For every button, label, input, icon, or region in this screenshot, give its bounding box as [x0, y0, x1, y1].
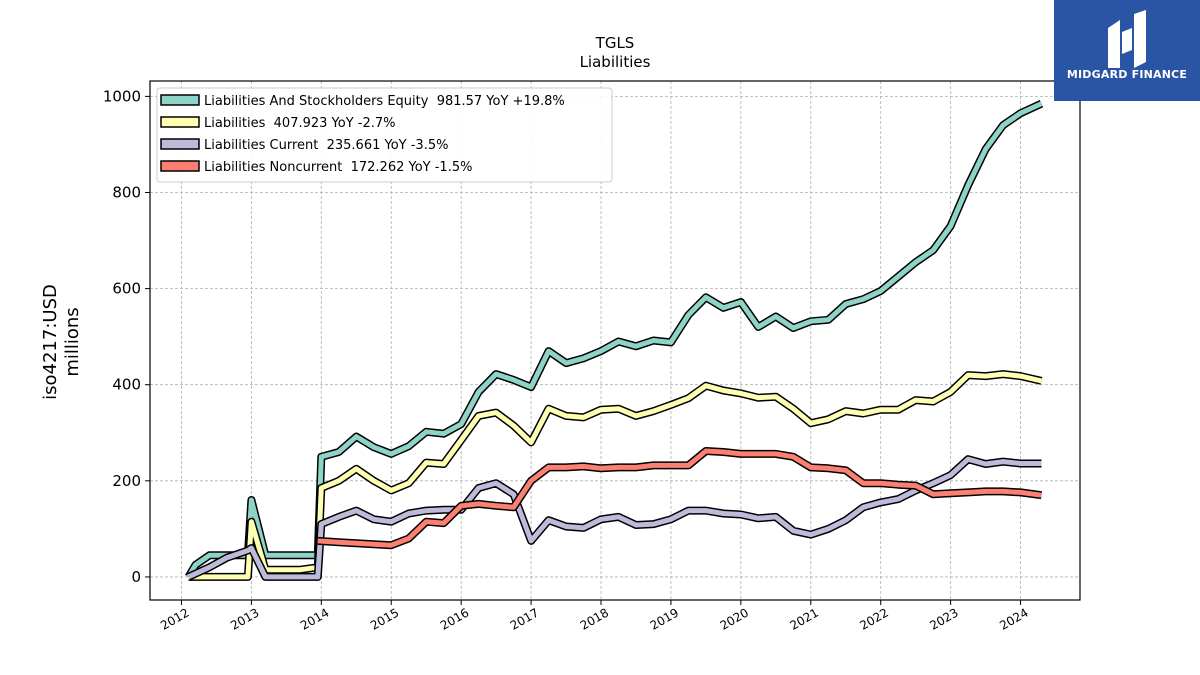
plot-frame [149, 80, 1081, 601]
logo-text: MIDGARD FINANCE [1066, 68, 1188, 81]
legend: Liabilities And Stockholders Equity 981.… [156, 87, 613, 183]
legend-box [156, 87, 613, 183]
series-line-0 [186, 101, 1043, 579]
legend-swatch-2 [160, 138, 200, 150]
chart-subtitle: Liabilities [580, 53, 651, 71]
y-tick-label: 800 [112, 183, 141, 201]
legend-swatch-3 [160, 160, 200, 172]
x-tick-label: 2019 [648, 605, 681, 632]
legend-label-0: Liabilities And Stockholders Equity 981.… [204, 94, 565, 109]
y-tick-label: 600 [112, 280, 141, 298]
x-tick-label: 2013 [228, 605, 261, 632]
legend-label-3: Liabilities Noncurrent 172.262 YoY -1.5% [204, 160, 472, 175]
x-tick-label: 2015 [368, 605, 401, 632]
legend-label-2: Liabilities Current 235.661 YoY -3.5% [204, 138, 448, 153]
x-tick-label: 2014 [298, 605, 331, 632]
x-tick-label: 2016 [438, 605, 471, 632]
legend-swatch-1 [160, 116, 200, 128]
y-tick-label: 200 [112, 472, 141, 490]
y-axis-label-line1: iso4217:USD [40, 284, 61, 400]
y-tick-label: 400 [112, 376, 141, 394]
series-layer [185, 99, 1044, 581]
y-axis: 0 200 400 600 800 1000 [103, 87, 150, 586]
chart-title: TGLS [595, 34, 635, 52]
x-axis: 2012 2013 2014 2015 2016 2017 2018 2019 2020 2021… [158, 600, 1031, 633]
x-tick-label: 2017 [508, 605, 541, 632]
series-line-3 [317, 448, 1042, 548]
y-tick-label: 1000 [103, 87, 141, 105]
logo-mark-icon [1108, 10, 1146, 68]
series-line-2 [187, 456, 1042, 580]
midgard-finance-logo: MIDGARD FINANCE [1054, 0, 1200, 101]
x-tick-label: 2023 [927, 605, 960, 632]
x-tick-label: 2018 [578, 605, 611, 632]
x-tick-label: 2024 [997, 605, 1030, 632]
x-tick-label: 2020 [718, 605, 751, 632]
y-axis-label-line2: millions [62, 307, 83, 376]
x-tick-label: 2022 [857, 605, 890, 632]
legend-swatch-0 [160, 94, 200, 106]
x-tick-label: 2012 [158, 605, 191, 632]
y-tick-label: 0 [131, 568, 141, 586]
legend-label-1: Liabilities 407.923 YoY -2.7% [204, 116, 396, 131]
x-tick-label: 2021 [787, 605, 820, 632]
